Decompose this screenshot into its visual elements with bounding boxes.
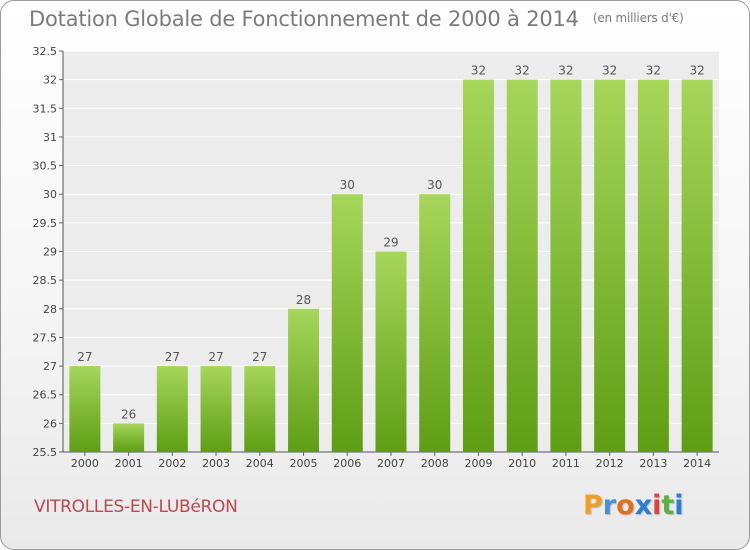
y-tick-label: 27.5 xyxy=(33,331,58,344)
bar-value-label: 27 xyxy=(208,350,223,364)
y-tick-label: 27 xyxy=(43,360,57,373)
bar xyxy=(419,194,451,452)
x-tick-label: 2007 xyxy=(377,457,405,470)
bar xyxy=(113,423,145,452)
logo-letter: i xyxy=(652,490,662,521)
bar-value-label: 30 xyxy=(340,178,355,192)
bar xyxy=(550,79,582,453)
x-tick-label: 2005 xyxy=(290,457,318,470)
x-tick-label: 2002 xyxy=(158,457,186,470)
x-tick-label: 2000 xyxy=(71,457,99,470)
bar xyxy=(506,79,538,453)
x-tick-label: 2006 xyxy=(333,457,361,470)
bar-value-label: 27 xyxy=(252,350,267,364)
bar-value-label: 32 xyxy=(471,64,486,78)
bar-value-label: 32 xyxy=(515,64,530,78)
y-tick-label: 30 xyxy=(43,188,57,201)
x-tick-label: 2009 xyxy=(464,457,492,470)
y-tick-label: 32.5 xyxy=(33,45,58,58)
bar-value-label: 28 xyxy=(296,293,311,307)
chart-title: Dotation Globale de Fonctionnement de 20… xyxy=(29,7,684,31)
bar-value-label: 26 xyxy=(121,407,136,421)
bar xyxy=(200,366,232,452)
x-tick-label: 2014 xyxy=(683,457,711,470)
bar-value-label: 32 xyxy=(602,64,617,78)
y-tick-label: 26 xyxy=(43,417,57,430)
y-tick-label: 25.5 xyxy=(33,446,58,459)
logo-letter: i xyxy=(674,490,684,521)
bar-value-label: 27 xyxy=(165,350,180,364)
proxiti-logo: Proxiti xyxy=(583,490,684,521)
logo-letter: o xyxy=(616,490,635,521)
bar-value-label: 32 xyxy=(558,64,573,78)
y-tick-label: 28 xyxy=(43,303,57,316)
unit-label: (en milliers d'€) xyxy=(592,11,684,25)
bar xyxy=(331,194,363,452)
logo-letter: P xyxy=(583,490,603,521)
y-tick-label: 26.5 xyxy=(33,389,58,402)
bar xyxy=(637,79,669,453)
x-tick-label: 2003 xyxy=(202,457,230,470)
y-tick-label: 32 xyxy=(43,74,57,87)
x-tick-label: 2001 xyxy=(115,457,143,470)
bar-value-label: 32 xyxy=(689,64,704,78)
bar xyxy=(594,79,626,453)
bar xyxy=(288,308,320,452)
bar xyxy=(375,251,407,452)
y-tick-label: 31 xyxy=(43,131,57,144)
x-tick-label: 2010 xyxy=(508,457,536,470)
bar-value-label: 27 xyxy=(77,350,92,364)
x-tick-label: 2004 xyxy=(246,457,274,470)
logo-letter: r xyxy=(602,490,617,521)
bar xyxy=(244,366,276,452)
bar xyxy=(156,366,188,452)
x-tick-label: 2011 xyxy=(552,457,580,470)
bar xyxy=(69,366,101,452)
bar xyxy=(681,79,713,453)
commune-name: VITROLLES-EN-LUBéRON xyxy=(34,497,238,517)
x-tick-label: 2008 xyxy=(421,457,449,470)
chart-title-text: Dotation Globale de Fonctionnement de 20… xyxy=(29,7,579,31)
bar-value-label: 29 xyxy=(383,236,398,250)
y-tick-label: 28.5 xyxy=(33,274,58,287)
x-tick-label: 2013 xyxy=(639,457,667,470)
y-tick-label: 29 xyxy=(43,246,57,259)
logo-letter: t xyxy=(661,490,675,521)
bar xyxy=(462,79,494,453)
y-tick-label: 30.5 xyxy=(33,160,58,173)
y-tick-label: 31.5 xyxy=(33,102,58,115)
logo-letter: x xyxy=(634,490,653,521)
x-tick-label: 2012 xyxy=(596,457,624,470)
y-tick-label: 29.5 xyxy=(33,217,58,230)
bar-value-label: 30 xyxy=(427,178,442,192)
bar-value-label: 32 xyxy=(646,64,661,78)
